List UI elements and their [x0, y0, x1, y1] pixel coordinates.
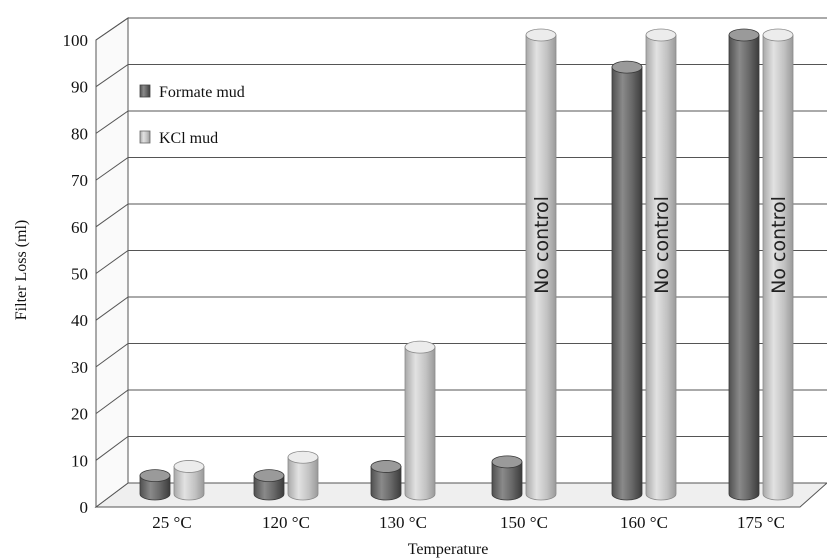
- legend: Formate mud KCl mud: [139, 84, 245, 147]
- bar-top: [287, 450, 319, 464]
- y-tick-label: 0: [80, 498, 89, 517]
- y-tick-label: 60: [71, 218, 88, 237]
- bar-kcl-mud: No control: [525, 28, 557, 501]
- y-tick-label: 80: [71, 124, 88, 143]
- bar-body: [253, 475, 285, 501]
- bar-body: [611, 66, 643, 501]
- bar-kcl-mud: [173, 460, 205, 501]
- bar-body: [139, 475, 171, 501]
- gridline-side: [95, 203, 129, 228]
- x-tick-labels: 25 °C 120 °C 130 °C 150 °C 160 °C 175 °C: [152, 513, 785, 532]
- bar-formate-mud: [139, 469, 171, 501]
- x-tick-label: 150 °C: [500, 513, 548, 532]
- y-tick-label: 50: [71, 265, 88, 284]
- bar-formate-mud: [728, 28, 760, 501]
- bar-top: [491, 455, 523, 469]
- bar-top: [139, 469, 171, 483]
- bar-body: [525, 34, 557, 501]
- bar-kcl-mud: [287, 450, 319, 501]
- bar-top: [253, 469, 285, 483]
- y-tick-label: 30: [71, 358, 88, 377]
- gridline-side: [95, 157, 129, 181]
- bar-top: [645, 28, 677, 42]
- bar-top: [728, 28, 760, 42]
- bar-top: [762, 28, 794, 42]
- bar-body: [728, 34, 760, 501]
- y-axis-title: Filter Loss (ml): [13, 220, 30, 320]
- x-tick-label: 160 °C: [620, 513, 668, 532]
- x-tick-label: 130 °C: [379, 513, 427, 532]
- legend-swatch-formate-mud: [139, 84, 151, 98]
- bar-body: [404, 346, 436, 501]
- y-tick-label: 100: [63, 31, 89, 50]
- bar-annotation: No control: [651, 196, 673, 294]
- bar-top: [611, 60, 643, 74]
- x-tick-label: 175 °C: [737, 513, 785, 532]
- legend-label-kcl-mud: KCl mud: [159, 130, 218, 147]
- y-tick-label: 70: [71, 171, 88, 190]
- bar-body: [370, 466, 402, 501]
- bar-body: [287, 456, 319, 501]
- bar-formate-mud: [253, 469, 285, 501]
- x-tick-label: 25 °C: [152, 513, 191, 532]
- bar-body: [645, 34, 677, 501]
- gridline-side: [95, 296, 129, 321]
- gridline-side: [95, 389, 129, 415]
- bar-formate-mud: [491, 455, 523, 501]
- gridline-side: [95, 17, 129, 41]
- gridline-side: [95, 436, 129, 461]
- bar-body: [762, 34, 794, 501]
- bar-formate-mud: [370, 460, 402, 501]
- gridline-side: [95, 250, 129, 274]
- bar-body: [173, 466, 205, 501]
- x-tick-label: 120 °C: [262, 513, 310, 532]
- gridline-side: [95, 64, 129, 88]
- bar-kcl-mud: No control: [645, 28, 677, 501]
- y-tick-label: 40: [71, 311, 88, 330]
- bar-annotation: No control: [531, 196, 553, 294]
- gridline-side: [95, 110, 129, 134]
- floor: [94, 482, 827, 508]
- y-tick-label: 10: [71, 451, 88, 470]
- bar-body: [491, 461, 523, 501]
- bar-top: [173, 460, 205, 473]
- y-tick-label: 90: [71, 78, 88, 97]
- y-tick-labels: 0 10 20 30 40 50 60 70 80 90 100: [63, 31, 89, 517]
- bars: No control No control No control: [139, 28, 794, 501]
- gridline-side: [95, 343, 129, 368]
- bar-top: [370, 460, 402, 473]
- bar-top: [404, 340, 436, 354]
- bar-formate-mud: [611, 60, 643, 501]
- gridlines: [95, 17, 827, 461]
- legend-label-formate-mud: Formate mud: [159, 84, 245, 101]
- bar-kcl-mud: [404, 340, 436, 501]
- bar-kcl-mud: No control: [762, 28, 794, 501]
- bar-top: [525, 28, 557, 42]
- legend-swatch-kcl-mud: [139, 130, 151, 144]
- y-tick-label: 20: [71, 405, 88, 424]
- bar-annotation: No control: [768, 196, 790, 294]
- x-axis-title: Temperature: [408, 541, 489, 558]
